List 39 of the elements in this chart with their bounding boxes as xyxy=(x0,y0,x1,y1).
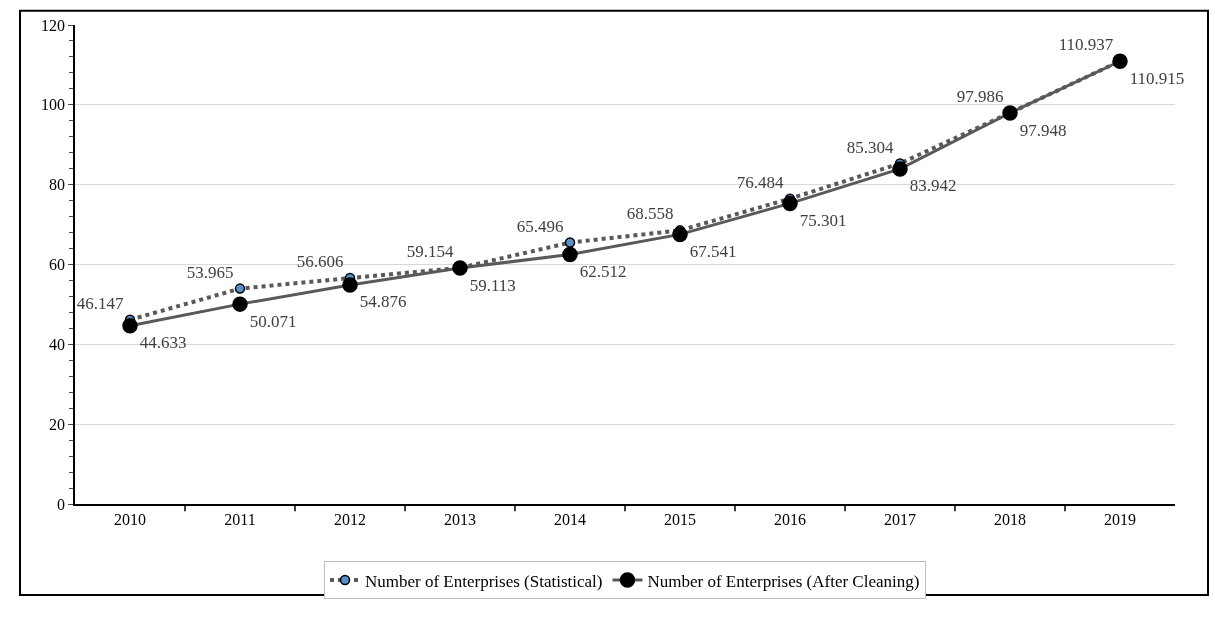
data-label: 44.633 xyxy=(139,333,187,353)
data-label: 97.986 xyxy=(956,87,1004,106)
data-label: 75.301 xyxy=(799,210,847,230)
data-label: 62.512 xyxy=(579,261,627,281)
legend-label: Number of Enterprises (Statistical) xyxy=(365,571,603,591)
data-label: 68.558 xyxy=(626,204,674,224)
data-label: 56.606 xyxy=(296,252,344,272)
x-tick-label: 2019 xyxy=(1104,510,1136,528)
y-tick-label: 60 xyxy=(49,256,66,274)
y-tick-label: 20 xyxy=(49,415,66,433)
x-tick-label: 2018 xyxy=(994,510,1026,528)
x-tick-label: 2017 xyxy=(884,510,916,528)
data-label: 110.937 xyxy=(1058,35,1114,55)
data-label: 59.113 xyxy=(469,275,516,295)
data-label: 65.496 xyxy=(516,216,564,236)
data-label: 59.154 xyxy=(406,242,454,262)
x-tick-label: 2015 xyxy=(664,510,696,528)
data-label: 50.071 xyxy=(249,311,297,331)
x-tick-label: 2012 xyxy=(334,510,366,528)
data-label: 67.541 xyxy=(689,241,737,261)
y-tick-label: 80 xyxy=(49,176,66,194)
data-label: 110.915 xyxy=(1129,68,1185,88)
data-label: 46.147 xyxy=(76,293,124,313)
x-tick-label: 2010 xyxy=(114,510,146,528)
data-label: 53.965 xyxy=(186,262,234,282)
y-tick-label: 40 xyxy=(49,335,66,353)
data-label: 85.304 xyxy=(846,137,894,157)
data-label: 83.942 xyxy=(909,176,957,196)
x-tick-label: 2011 xyxy=(224,510,256,528)
x-tick-label: 2016 xyxy=(774,510,806,528)
data-label: 97.948 xyxy=(1019,120,1067,140)
y-tick-label: 100 xyxy=(41,96,66,114)
x-tick-label: 2014 xyxy=(554,510,586,528)
data-label: 54.876 xyxy=(359,292,407,312)
y-tick-label: 0 xyxy=(57,495,66,513)
x-tick-label: 2013 xyxy=(444,510,476,528)
data-label: 76.484 xyxy=(736,172,784,192)
y-tick-label: 120 xyxy=(41,16,66,34)
legend-label: Number of Enterprises (After Cleaning) xyxy=(647,571,920,591)
